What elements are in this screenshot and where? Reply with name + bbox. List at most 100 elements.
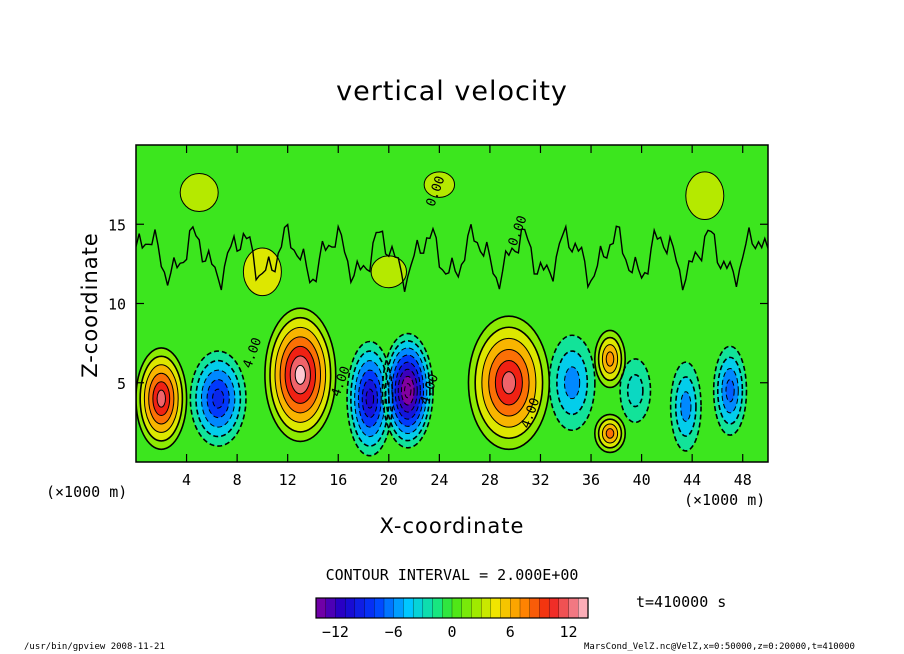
x-axis-label: X-coordinate [379, 514, 525, 538]
contour-line [381, 332, 434, 449]
colorbar-tick-label: 0 [447, 623, 456, 641]
contour-line [674, 376, 697, 437]
colorbar-frame [315, 597, 589, 619]
velocity-band [606, 428, 614, 439]
x-tick-label: 44 [683, 471, 701, 489]
contour-line [597, 336, 623, 382]
y-tick-label: 5 [117, 375, 126, 393]
contour-line [242, 247, 282, 297]
velocity-band [627, 374, 643, 407]
contour-line [619, 358, 652, 424]
x-tick-label: 48 [734, 471, 752, 489]
colorbar-bin [374, 597, 385, 619]
colorbar-bin [480, 597, 492, 619]
velocity-cell [670, 362, 702, 451]
velocity-band [243, 247, 282, 296]
colorbar-bin [325, 597, 336, 619]
contour-line [294, 364, 306, 385]
contour-line [156, 389, 166, 408]
contour-line [206, 379, 230, 419]
contour-line [593, 413, 626, 454]
colorbar-bin [451, 597, 463, 619]
contour-line [669, 361, 702, 452]
colorbar-bin [558, 597, 570, 619]
time-label: t=410000 s [636, 593, 727, 611]
velocity-band [685, 171, 724, 220]
x-tick-label: 36 [582, 471, 600, 489]
contour-line [556, 350, 589, 416]
contour-line [716, 356, 744, 425]
x-tick-label: 40 [633, 471, 651, 489]
contour-line [488, 348, 530, 417]
contour-line [391, 354, 425, 427]
contour-line [601, 344, 619, 374]
colorbar-bin [422, 597, 434, 619]
colorbar-bin [519, 597, 531, 619]
contour-line [152, 381, 171, 417]
velocity-band [295, 365, 306, 385]
x-tick-label: 12 [279, 471, 297, 489]
velocity-band [725, 379, 735, 402]
y-axis: 5 10 15 [108, 216, 768, 393]
colorbar-bin [510, 597, 521, 619]
velocity-cell [713, 346, 747, 436]
colorbar-bin [529, 597, 540, 619]
contour-line [139, 355, 184, 442]
velocity-cell [347, 341, 393, 456]
contour-line [563, 366, 581, 400]
contour-line [143, 364, 179, 433]
contour-line [284, 345, 317, 404]
contour-line [357, 369, 382, 428]
velocity-band [606, 351, 614, 367]
contour-line [712, 345, 748, 436]
colorbar-bin [344, 597, 356, 619]
y-tick-label: 15 [108, 216, 126, 234]
contour-line [264, 307, 337, 443]
velocity-cell [620, 358, 651, 423]
colorbar-tick-label: −6 [385, 623, 403, 641]
colorbar-tick-label: −12 [322, 623, 349, 641]
contour-line [494, 360, 523, 406]
contour-line [605, 351, 615, 367]
contour-line [605, 428, 615, 439]
contour-line [384, 339, 431, 442]
velocity-band [680, 391, 691, 422]
contour-line [404, 383, 412, 399]
contour-line [269, 316, 332, 433]
colorbar-bin [364, 597, 375, 619]
colorbar-bin [412, 597, 424, 619]
velocity-cell [190, 351, 246, 447]
x-tick-label: 16 [329, 471, 347, 489]
contour-line [136, 347, 188, 451]
contour-line [685, 171, 725, 221]
contour-interval-text: CONTOUR INTERVAL = 2.000E+00 [325, 566, 579, 584]
colorbar-bin [490, 597, 502, 619]
footer-source: MarsCond_VelZ.nc@VelZ,x=0:50000,z=0:2000… [584, 642, 855, 652]
y-tick-label: 10 [108, 296, 126, 314]
contour-line [279, 336, 322, 414]
velocity-band [404, 383, 411, 398]
colorbar-bin [568, 597, 579, 619]
y-axis-label: Z-coordinate [78, 232, 102, 378]
contour-line [501, 371, 517, 395]
colorbar-bin [500, 597, 511, 619]
contour-line [354, 360, 386, 438]
colorbar-bin [539, 597, 550, 619]
colorbar-bin [403, 597, 414, 619]
x-unit-label-right: (×1000 m) [684, 491, 766, 509]
colorbar-bin [383, 597, 395, 619]
velocity-band [502, 371, 516, 394]
contour-line [548, 334, 596, 432]
contour-line [680, 391, 692, 422]
x-tick-label: 24 [430, 471, 448, 489]
contour-line [593, 329, 626, 389]
contour-line [274, 326, 327, 423]
contour-line [725, 379, 735, 403]
velocity-band [212, 389, 224, 409]
velocity-cell [136, 347, 187, 450]
contour-line [601, 423, 619, 444]
contour-lines [136, 171, 768, 457]
x-tick-label: 4 [182, 471, 191, 489]
x-tick-label: 8 [233, 471, 242, 489]
